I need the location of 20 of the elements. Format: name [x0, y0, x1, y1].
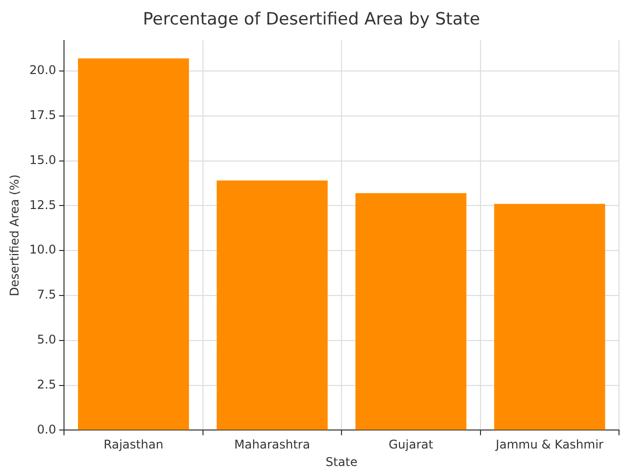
y-tick-label: 0.0: [37, 422, 56, 436]
y-tick-label: 20.0: [29, 63, 56, 78]
y-tick-label: 5.0: [37, 332, 56, 347]
y-tick-label: 17.5: [29, 108, 56, 122]
bar: [216, 180, 328, 430]
y-tick-label: 7.5: [37, 288, 56, 302]
chart-title: Percentage of Desertified Area by State: [142, 10, 480, 30]
y-tick-label: 15.0: [29, 152, 56, 167]
y-tick-label: 2.5: [37, 377, 56, 392]
x-axis-title: State: [326, 454, 358, 469]
x-tick-label: Rajasthan: [104, 438, 164, 452]
bar: [78, 58, 189, 430]
bar: [494, 204, 606, 430]
y-axis-title: Desertified Area (%): [7, 174, 22, 296]
bar: [355, 193, 466, 430]
y-tick-label: 12.5: [29, 198, 56, 212]
x-tick-label: Maharashtra: [234, 438, 310, 452]
x-tick-label: Gujarat: [388, 438, 434, 452]
x-tick-label: Jammu & Kashmir: [494, 438, 604, 452]
y-tick-label: 10.0: [29, 242, 56, 257]
